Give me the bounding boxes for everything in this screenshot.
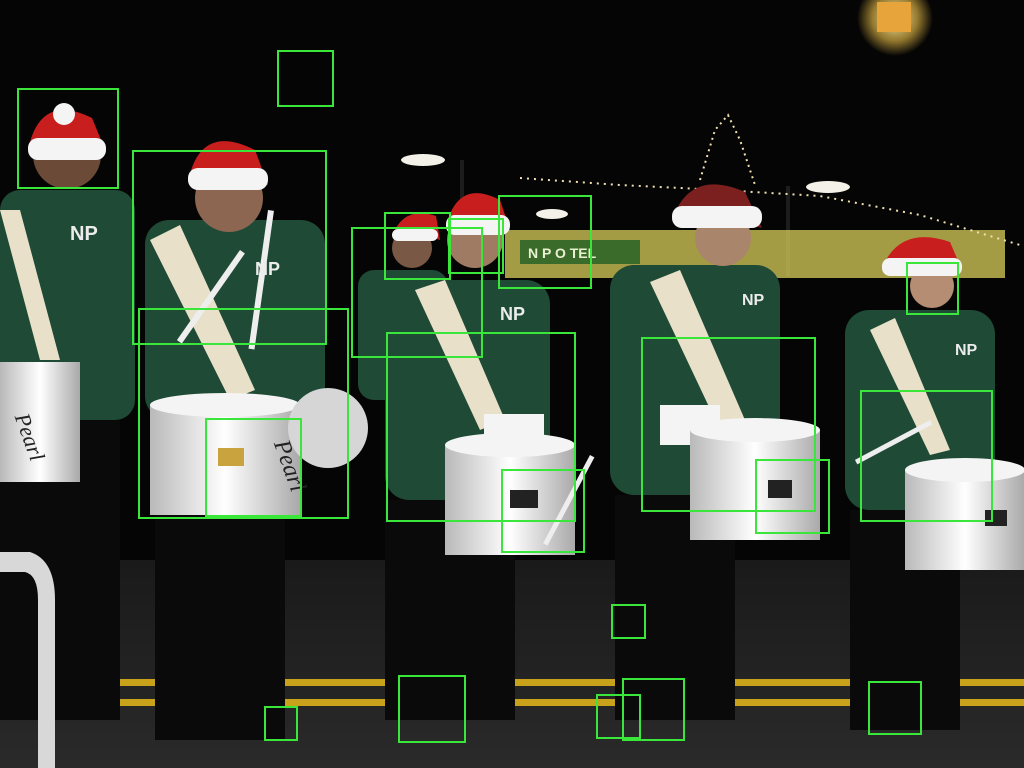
box-drummer-3-upper: [351, 227, 483, 358]
drummer-5: NP: [845, 237, 1024, 730]
box-drummer-2-torso: [138, 308, 349, 519]
box-ground-6: [868, 681, 922, 735]
drummer-1: NP Pearl: [0, 103, 135, 720]
box-drummer-3-drum: [501, 469, 585, 553]
drummer-2: NP Pearl: [145, 141, 368, 740]
box-ground-5: [622, 678, 685, 741]
uniform-logo-4: NP: [742, 292, 765, 309]
uniform-logo-5: NP: [955, 342, 978, 359]
box-drummer-3-head: [384, 212, 451, 280]
uniform-logo-2: NP: [255, 259, 280, 279]
box-drummer-4-torso: [641, 337, 816, 512]
box-drummer-3-torso: [386, 332, 576, 522]
drummer-4: NP: [610, 184, 820, 720]
box-ground-1: [611, 604, 646, 639]
box-drummer-5-face: [906, 262, 959, 315]
uniform-logo-1: NP: [70, 223, 98, 245]
box-sign: [498, 195, 592, 289]
box-hat-left: [17, 88, 119, 189]
box-ground-2: [398, 675, 466, 743]
drummer-3: NP: [385, 193, 595, 720]
box-drummer-2-upper: [132, 150, 327, 345]
sign-text: N P O TEL: [528, 245, 597, 261]
box-drummer-4-drum: [755, 459, 830, 534]
box-drummer-2-drum: [205, 418, 302, 517]
box-ground-3: [264, 706, 298, 741]
box-ground-4: [596, 694, 641, 739]
uniform-logo-3: NP: [500, 304, 525, 324]
box-small-top: [277, 50, 334, 107]
box-drummer-3-hat: [448, 218, 504, 274]
box-drummer-5-torso: [860, 390, 993, 522]
